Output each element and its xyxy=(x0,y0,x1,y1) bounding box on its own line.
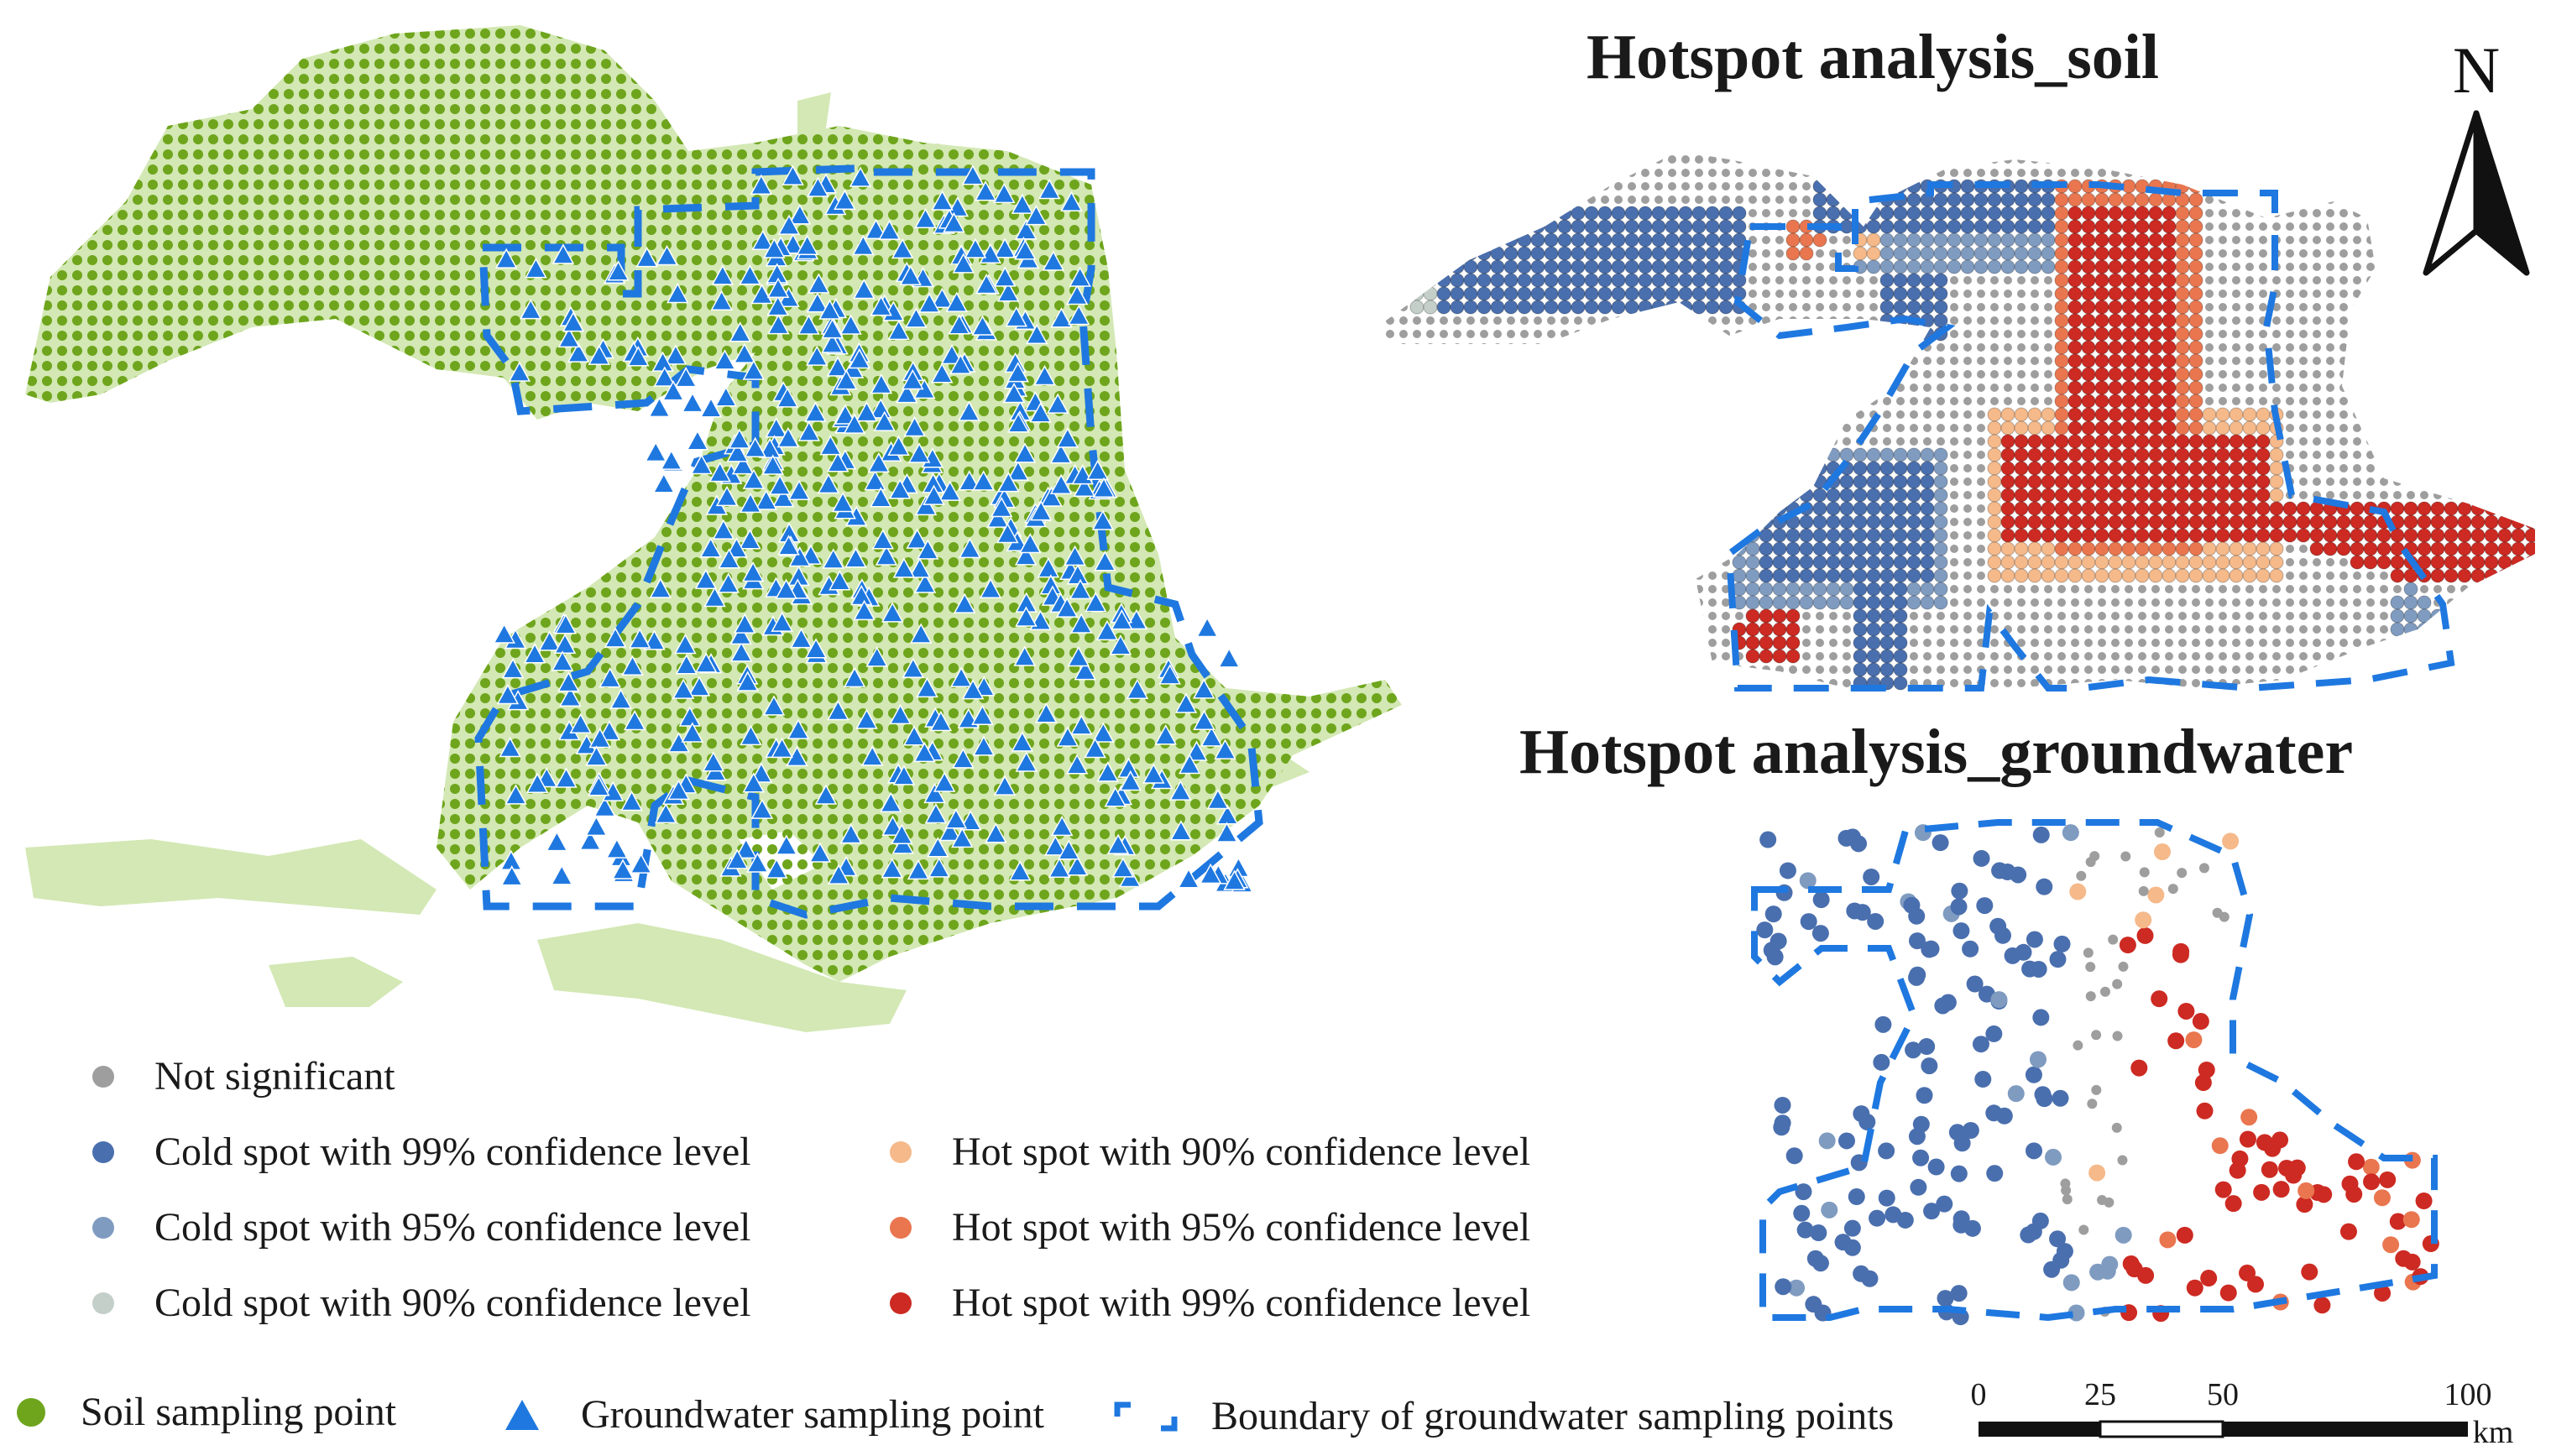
legend-item-soil-point: Soil sampling point xyxy=(17,1389,396,1435)
hot90-dot-icon xyxy=(890,1140,912,1163)
legend-item-cold90: Cold spot with 90% confidence level xyxy=(92,1280,751,1326)
legend-label: Cold spot with 99% confidence level xyxy=(154,1130,751,1174)
dashed-bracket-icon xyxy=(1114,1401,1178,1431)
soil-hotspot-points xyxy=(1377,155,2535,691)
soil-hotspot-title: Hotspot analysis_soil xyxy=(1587,22,2160,92)
legend-item-cold99: Cold spot with 99% confidence level xyxy=(92,1129,751,1175)
cold95-dot-icon xyxy=(92,1216,114,1239)
north-label: N xyxy=(2453,34,2500,107)
cold99-dot-icon xyxy=(92,1140,114,1163)
legend-label: Soil sampling point xyxy=(81,1390,397,1434)
land-area xyxy=(25,25,1402,1032)
scale-tick-100: 100 xyxy=(2444,1377,2492,1412)
legend-label: Hot spot with 90% confidence level xyxy=(952,1130,1531,1174)
scale-unit: km xyxy=(2472,1415,2514,1450)
groundwater-hotspot-points xyxy=(1756,824,2439,1326)
legend-item-groundwater-point: Groundwater sampling point xyxy=(504,1391,1044,1438)
scale-bar-graphic xyxy=(1979,1420,2468,1438)
soil-hotspot-map xyxy=(1377,155,2535,692)
scale-tick-0: 0 xyxy=(1970,1377,1987,1412)
legend-label: Groundwater sampling point xyxy=(581,1392,1044,1437)
legend-item-cold95: Cold spot with 95% confidence level xyxy=(92,1204,751,1250)
legend-label: Hot spot with 99% confidence level xyxy=(952,1281,1531,1325)
legend-item-boundary: Boundary of groundwater sampling points xyxy=(1112,1393,1894,1439)
scale-tick-50: 50 xyxy=(2207,1377,2239,1412)
groundwater-hotspot-map xyxy=(1751,819,2439,1326)
scale-tick-25: 25 xyxy=(2084,1377,2116,1412)
hot95-dot-icon xyxy=(890,1216,912,1239)
legend-label: Boundary of groundwater sampling points xyxy=(1211,1394,1895,1438)
soil-boundary-outline xyxy=(1725,181,2455,692)
legend-label: Cold spot with 90% confidence level xyxy=(154,1281,751,1325)
hot99-dot-icon xyxy=(890,1292,912,1314)
legend-item-hot95: Hot spot with 95% confidence level xyxy=(890,1204,1530,1250)
legend-item-hot90: Hot spot with 90% confidence level xyxy=(890,1129,1530,1175)
blue-triangle-icon xyxy=(505,1399,539,1430)
groundwater-hotspot-boundary-outline xyxy=(1751,819,2438,1322)
legend-item-hot99: Hot spot with 99% confidence level xyxy=(890,1280,1530,1326)
legend-item-not-significant: Not significant xyxy=(92,1053,395,1099)
legend-label: Hot spot with 95% confidence level xyxy=(952,1205,1531,1250)
legend-label: Cold spot with 95% confidence level xyxy=(154,1205,751,1250)
grey-dot-icon xyxy=(92,1065,114,1088)
study-area-sampling-map xyxy=(25,25,1402,1032)
green-dot-icon xyxy=(17,1397,45,1427)
cold90-dot-icon xyxy=(92,1292,114,1314)
groundwater-sampling-points xyxy=(493,164,1253,893)
north-arrow-icon: N xyxy=(2423,34,2530,276)
groundwater-hotspot-title: Hotspot analysis_groundwater xyxy=(1519,717,2354,787)
legend-label: Not significant xyxy=(154,1054,395,1099)
